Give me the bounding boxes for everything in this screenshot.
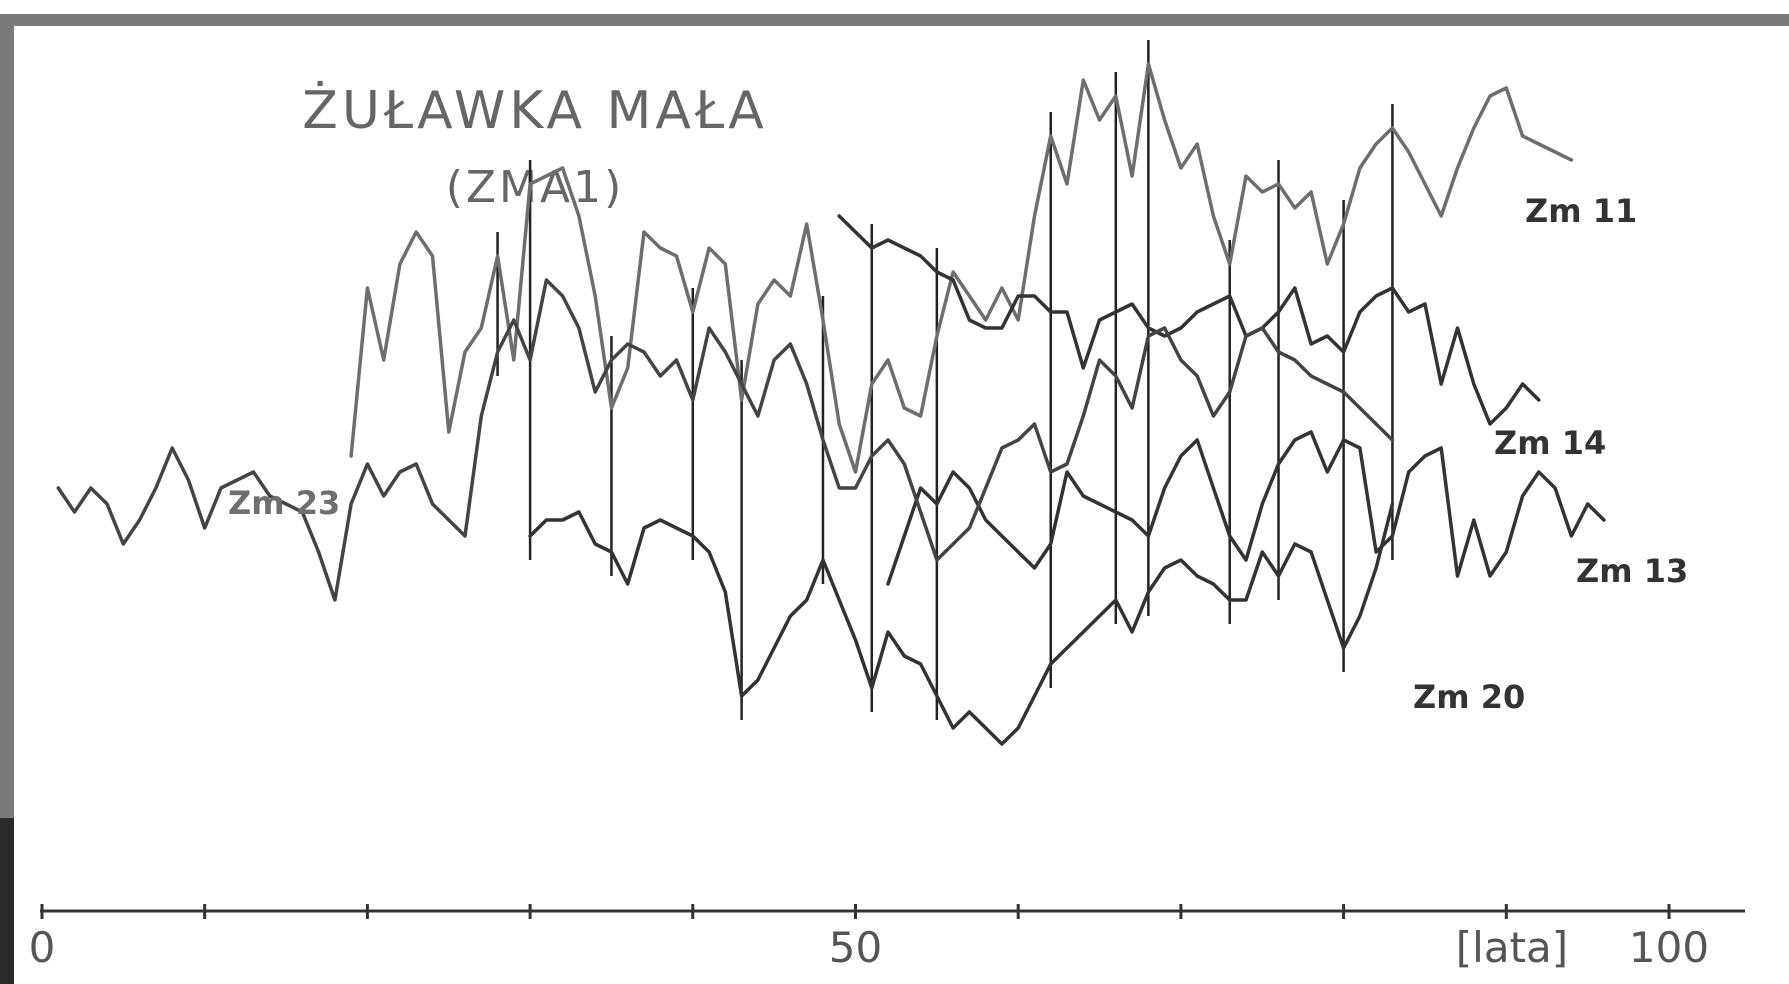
series-label-zm14: Zm 14 [1494,424,1606,462]
marker-lines [496,40,1394,720]
series-line-unlabeled-4 [56,278,1395,602]
x-axis: 0 50 100 [lata] [29,904,1745,972]
chart-title: ŻUŁAWKA MAŁA [302,80,768,141]
chart-border-left-lower [0,818,14,984]
x-axis-label: [lata] [1456,923,1568,972]
series-label-zm23: Zm 23 [228,484,340,522]
chart-border-left [0,14,14,984]
series-label-zm11: Zm 11 [1525,192,1637,230]
chart-border-top [0,14,1789,26]
x-tick-label: 0 [29,923,56,972]
series-labels: Zm 23 Zm 11 Zm 14 Zm 13 Zm 20 [228,192,1688,716]
chart-subtitle: (ZMA1) [446,162,625,213]
series-label-zm20: Zm 20 [1413,678,1525,716]
series-line-zm14 [837,214,1541,426]
x-tick-labels: 0 50 100 [29,923,1709,972]
series-line-zm23 [349,62,1574,474]
x-tick-label: 100 [1629,923,1709,972]
series-line-zm13 [886,430,1606,586]
series-label-zm13: Zm 13 [1576,552,1688,590]
series-line-zm20 [528,502,1395,746]
x-tick-label: 50 [829,923,882,972]
series-layer [56,62,1606,746]
x-ticks [40,904,1671,919]
